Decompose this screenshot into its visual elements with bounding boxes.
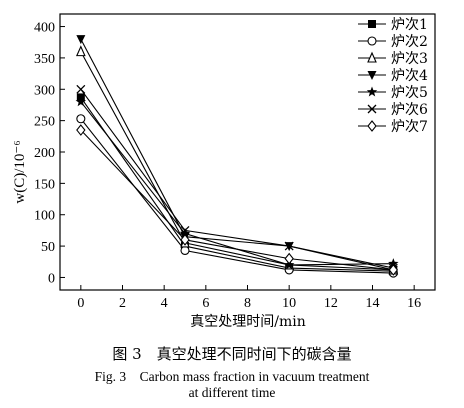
data-point-marker [388,258,399,269]
figure-caption-zh: 图 3 真空处理不同时间下的碳含量 [112,345,352,363]
series-6 [76,84,398,273]
series-1 [76,93,398,276]
series-layer [75,35,399,278]
legend-item-7: 炉次7 [358,119,428,135]
data-point-marker [367,51,377,63]
x-tick-label: 4 [161,296,168,311]
data-point-marker [368,20,376,28]
x-tick-label: 16 [407,296,421,311]
y-tick-label: 250 [34,115,55,130]
x-axis-label: 真空处理时间/min [190,314,306,330]
data-point-marker [367,36,377,46]
y-tick-label: 300 [34,83,55,98]
figure-caption-en-line1: Fig. 3 Carbon mass fraction in vacuum tr… [94,369,370,384]
legend-label: 炉次2 [391,34,428,50]
y-tick-label: 200 [34,146,55,161]
data-point-marker [367,104,377,114]
series-2 [76,114,398,278]
series-line [80,97,394,272]
legend-label: 炉次5 [391,85,428,101]
legend-item-6: 炉次6 [358,102,428,118]
legend-item-1: 炉次1 [358,17,428,33]
series-line [80,129,394,271]
data-point-marker [76,124,86,136]
y-tick-label: 50 [41,240,55,255]
legend-item-2: 炉次2 [358,34,428,50]
legend-item-4: 炉次4 [358,68,428,84]
data-point-marker [75,96,87,107]
chart: 0 2 4 6 8 10 12 14 16 0 50 100 150 200 250 300 350 400 炉次… [12,13,436,330]
x-tick-label: 8 [244,296,251,311]
data-point-marker [76,35,86,45]
legend-label: 炉次1 [391,17,428,33]
y-tick-label: 400 [34,21,55,36]
x-tick-label: 0 [77,296,84,311]
data-point-marker [179,228,191,238]
series-7 [76,124,399,276]
series-line [80,38,394,271]
legend-item-5: 炉次5 [358,85,428,101]
y-tick-label: 350 [34,52,55,67]
data-point-marker [367,120,377,132]
data-point-marker [76,84,86,94]
series-line [80,88,394,269]
axes: 0 2 4 6 8 10 12 14 16 0 50 100 150 200 250 300 350 400 [34,21,421,311]
legend-label: 炉次4 [391,68,428,84]
series-line [80,118,394,274]
data-point-marker [388,264,399,276]
data-point-marker [366,86,378,97]
legend-label: 炉次3 [391,51,428,67]
data-point-marker [284,252,294,265]
data-point-marker [76,114,86,124]
data-point-marker [284,241,294,251]
x-tick-label: 14 [366,296,380,311]
legend-label: 炉次6 [391,102,428,118]
y-tick-label: 0 [48,271,55,286]
series-5 [75,96,399,270]
figure-caption-en-line2: at different time [188,385,276,400]
y-tick-label: 100 [34,209,55,224]
data-point-marker [180,233,190,246]
plot-frame [59,13,436,291]
x-tick-label: 10 [282,296,296,311]
x-tick-label: 6 [202,296,209,311]
data-point-marker [180,245,190,256]
y-axis-label: w(C)/10⁻⁶ [12,140,28,203]
series-4 [76,35,398,275]
series-line [80,101,394,266]
series-line [80,51,394,271]
data-point-marker [367,71,377,80]
y-tick-label: 150 [34,177,55,192]
data-point-marker [75,45,86,57]
legend-item-3: 炉次3 [358,51,428,67]
legend-label: 炉次7 [391,119,428,135]
x-tick-label: 2 [119,296,126,311]
data-point-marker [180,225,190,235]
x-tick-label: 12 [324,296,338,311]
